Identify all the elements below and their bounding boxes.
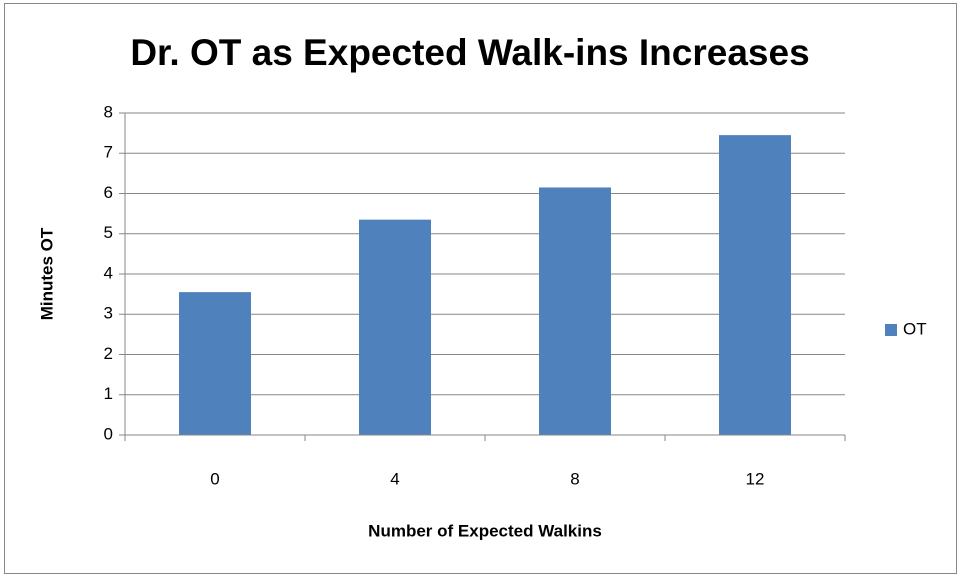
y-tick-label: 1 xyxy=(104,384,113,403)
x-tick-label: 8 xyxy=(570,469,579,488)
chart-border xyxy=(4,3,957,574)
y-tick-label: 6 xyxy=(104,183,113,202)
x-tick-label: 4 xyxy=(390,469,399,488)
y-tick-label: 8 xyxy=(104,102,113,121)
chart-title: Dr. OT as Expected Walk-ins Increases xyxy=(130,32,809,73)
bar xyxy=(359,219,431,435)
x-tick-label: 0 xyxy=(210,469,219,488)
y-tick-label: 5 xyxy=(104,223,113,242)
x-axis-label: Number of Expected Walkins xyxy=(368,521,602,540)
y-tick-label: 3 xyxy=(104,304,113,323)
bar xyxy=(179,292,251,435)
y-tick-label: 4 xyxy=(104,263,113,282)
bar xyxy=(719,135,791,435)
y-axis-label: Minutes OT xyxy=(37,227,56,320)
y-tick-label: 2 xyxy=(104,344,113,363)
legend-label: OT xyxy=(903,319,927,338)
y-tick-label: 0 xyxy=(104,424,113,443)
y-tick-label: 7 xyxy=(104,143,113,162)
x-tick-label: 12 xyxy=(746,469,765,488)
bar xyxy=(539,187,611,435)
legend-swatch xyxy=(885,324,897,336)
